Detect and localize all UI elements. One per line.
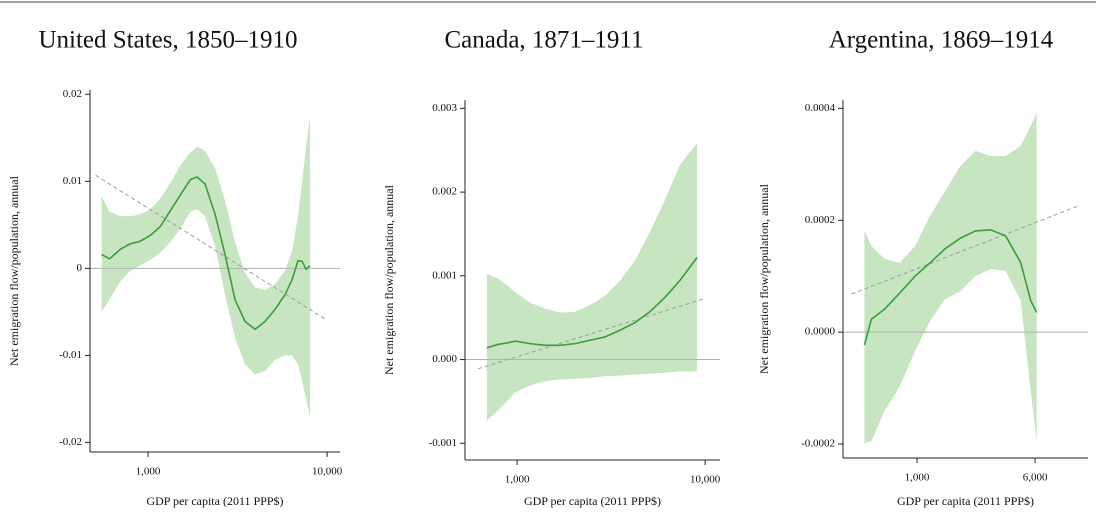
confidence-band — [101, 116, 311, 417]
fitted-line — [101, 176, 311, 331]
x-tick-label: 6,000 — [1023, 472, 1048, 484]
y-axis-label: Net emigration flow/population, annual — [7, 175, 21, 366]
y-tick-label: 0 — [77, 262, 83, 274]
x-axis-label: GDP per capita (2011 PPP$) — [897, 494, 1034, 508]
y-tick-label: 0.02 — [63, 88, 82, 100]
y-tick-label: -0.02 — [59, 436, 82, 448]
confidence-band — [486, 142, 698, 421]
y-tick-label: 0.0002 — [805, 214, 835, 226]
trend-line — [851, 204, 1081, 295]
confidence-band — [864, 112, 1037, 444]
y-axis-label: Net emigration flow/population, annual — [382, 184, 396, 375]
panel-title: Canada, 1871–1911 — [444, 27, 643, 54]
trend-line — [477, 297, 706, 370]
panel-title: Argentina, 1869–1914 — [829, 27, 1054, 54]
y-tick-label: 0.0000 — [805, 326, 836, 338]
x-tick-label: 10,000 — [312, 466, 343, 478]
trend-line — [95, 174, 327, 321]
x-tick-label: 10,000 — [690, 474, 721, 486]
y-tick-label: 0.003 — [432, 102, 457, 114]
x-tick-label: 1,000 — [905, 472, 930, 484]
y-tick-label: 0.002 — [432, 186, 457, 198]
y-tick-label: -0.0002 — [801, 438, 835, 450]
panel-title: United States, 1850–1910 — [38, 27, 297, 54]
y-tick-label: -0.01 — [59, 349, 82, 361]
y-tick-label: -0.001 — [429, 437, 457, 449]
fitted-line — [863, 228, 1038, 346]
y-tick-label: 0.0004 — [805, 102, 836, 114]
y-tick-label: 0.000 — [432, 353, 457, 365]
fitted-line — [486, 256, 698, 349]
x-tick-label: 1,000 — [136, 466, 161, 478]
y-tick-label: 0.001 — [432, 269, 457, 281]
x-axis-label: GDP per capita (2011 PPP$) — [146, 494, 283, 508]
x-axis-label: GDP per capita (2011 PPP$) — [524, 494, 661, 508]
x-tick-label: 1,000 — [505, 474, 530, 486]
y-axis-label: Net emigration flow/population, annual — [757, 183, 771, 374]
y-tick-label: 0.01 — [63, 175, 82, 187]
